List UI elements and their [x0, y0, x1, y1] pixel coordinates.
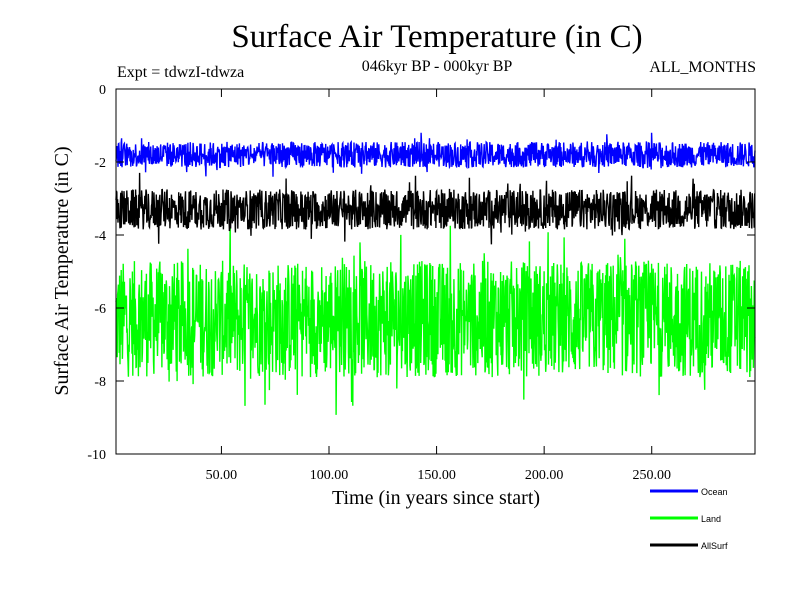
series-line-land: [115, 220, 756, 415]
series-line-ocean: [115, 132, 756, 177]
series-line-allsurf: [115, 172, 756, 245]
legend-label-ocean: Ocean: [701, 487, 728, 497]
x-tick-label: 250.00: [632, 468, 671, 483]
plot-frame: [115, 88, 756, 455]
chart-subtitle: 046kyr BP - 000kyr BP: [362, 58, 513, 75]
y-tick-label: -10: [87, 448, 106, 463]
series-layer: [115, 132, 756, 415]
x-tick-label: 50.00: [206, 468, 238, 483]
y-axis-label: Surface Air Temperature (in C): [51, 146, 73, 395]
y-tick-label: -2: [94, 156, 106, 171]
experiment-label: Expt = tdwzI-tdwza: [117, 64, 244, 81]
plot-data-area: [115, 132, 756, 415]
x-tick-label: 150.00: [417, 468, 456, 483]
legend-label-land: Land: [701, 514, 721, 524]
y-tick-label: -8: [94, 375, 106, 390]
x-tick-label: 200.00: [525, 468, 564, 483]
y-tick-label: -6: [94, 302, 106, 317]
x-axis-label: Time (in years since start): [332, 487, 540, 509]
y-axis: 0 -2 -4 -6 -8 -10: [87, 83, 755, 463]
y-tick-label: -4: [94, 229, 106, 244]
y-tick-label: 0: [99, 83, 106, 98]
legend-label-allsurf: AllSurf: [701, 541, 728, 551]
x-tick-label: 100.00: [310, 468, 349, 483]
chart-title: Surface Air Temperature (in C): [231, 19, 642, 55]
legend: Ocean Land AllSurf: [650, 487, 728, 551]
months-label: ALL_MONTHS: [649, 59, 756, 76]
x-axis: 50.00 100.00 150.00 200.00 250.00: [206, 89, 671, 483]
